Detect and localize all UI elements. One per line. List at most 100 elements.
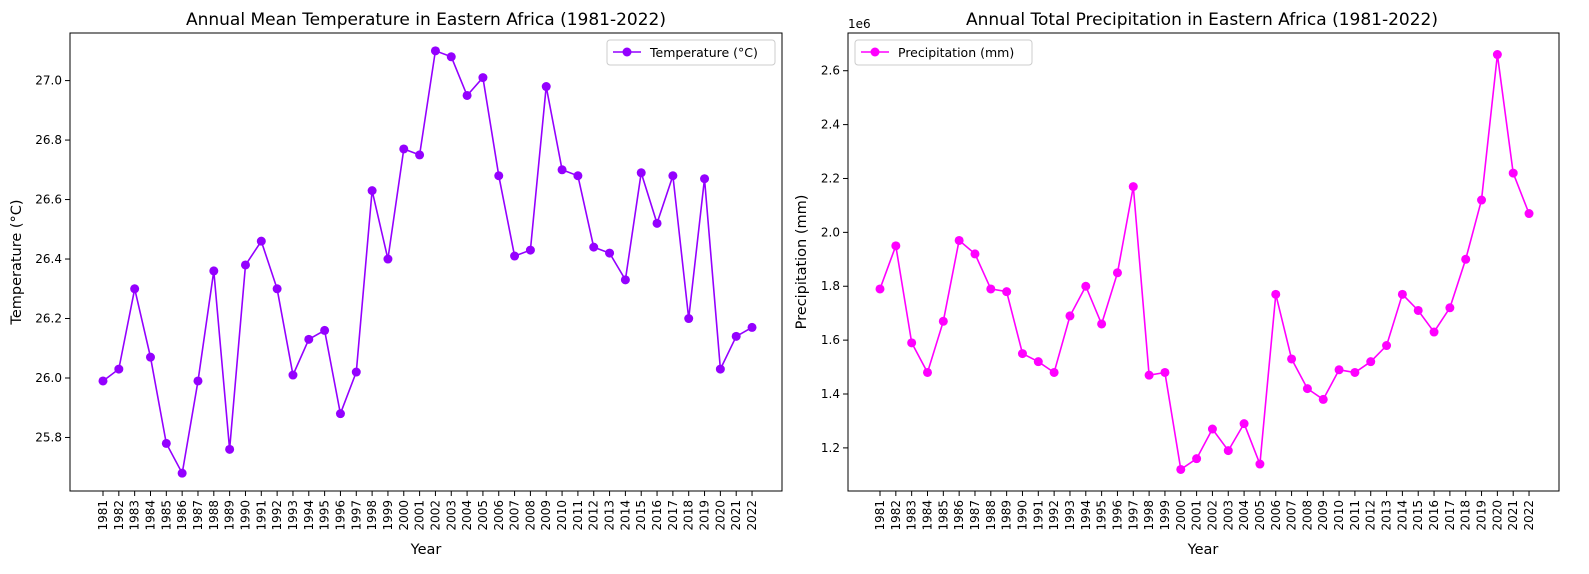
data-point	[525, 245, 535, 255]
data-point	[446, 52, 456, 62]
y-tick-label: 26.0	[35, 371, 62, 385]
data-point	[1112, 268, 1122, 278]
legend-marker	[870, 47, 880, 57]
data-point	[399, 144, 409, 154]
data-point	[272, 284, 282, 294]
data-point	[1049, 367, 1059, 377]
x-tick-label: 1991	[1031, 500, 1045, 531]
data-point	[875, 284, 885, 294]
data-point	[605, 248, 615, 258]
x-tick-label: 1995	[318, 500, 332, 531]
x-tick-label: 2015	[634, 500, 648, 531]
chart-title: Annual Total Precipitation in Eastern Af…	[966, 10, 1438, 30]
x-tick-label: 2019	[698, 500, 712, 531]
y-tick-label: 27.0	[35, 74, 62, 88]
data-point	[114, 364, 124, 374]
data-point	[1033, 357, 1043, 367]
x-tick-label: 2003	[444, 500, 458, 531]
data-point	[415, 150, 425, 160]
data-point	[240, 260, 250, 270]
data-point	[1524, 209, 1534, 219]
x-tick-label: 2016	[650, 500, 664, 531]
x-tick-label: 1993	[1063, 500, 1077, 531]
data-point	[1508, 168, 1518, 178]
y-tick-label: 26.2	[35, 312, 62, 326]
x-tick-label: 2005	[1253, 500, 1267, 531]
data-point	[636, 168, 646, 178]
x-tick-label: 2002	[428, 500, 442, 531]
temperature-chart: Annual Mean Temperature in Eastern Afric…	[9, 10, 783, 558]
data-point	[541, 82, 551, 92]
data-point	[430, 46, 440, 56]
legend-marker	[622, 47, 632, 57]
x-tick-label: 2004	[460, 500, 474, 531]
x-tick-label: 1984	[920, 500, 934, 531]
series-line	[102, 49, 753, 476]
legend-box	[854, 39, 1033, 66]
x-tick-label: 1983	[128, 500, 142, 531]
data-point	[130, 284, 140, 294]
x-axis: 1981 1982 1983 1984 1985 1986 1987 1988 1989 1990…	[96, 491, 759, 531]
series-layer	[875, 50, 1534, 474]
data-point	[589, 242, 599, 252]
data-point	[1239, 419, 1249, 429]
data-point	[225, 444, 235, 454]
x-tick-label: 1987	[191, 500, 205, 531]
y-axis-label: Precipitation (mm)	[794, 195, 810, 330]
data-point	[1017, 349, 1027, 359]
x-tick-label: 1989	[1000, 500, 1014, 531]
data-point	[1477, 195, 1487, 205]
data-point	[1081, 281, 1091, 291]
x-tick-label: 2011	[571, 500, 585, 531]
x-tick-label: 2021	[729, 500, 743, 531]
data-point	[1366, 357, 1376, 367]
x-tick-label: 1995	[1095, 500, 1109, 531]
y-axis-offset-label: 1e6	[848, 17, 871, 31]
data-point	[1128, 182, 1138, 192]
data-point	[161, 438, 171, 448]
x-tick-label: 2000	[1174, 500, 1188, 531]
x-tick-label: 1994	[302, 500, 316, 531]
x-tick-label: 2014	[618, 500, 632, 531]
x-tick-label: 1990	[1015, 500, 1029, 531]
y-tick-label: 2.4	[821, 118, 840, 132]
x-tick-label: 1986	[952, 500, 966, 531]
x-tick-label: 1981	[873, 500, 887, 531]
data-point	[747, 322, 757, 332]
y-tick-label: 2.0	[821, 225, 840, 239]
data-point	[1287, 354, 1297, 364]
x-tick-label: 1993	[286, 500, 300, 531]
chart-title: Annual Mean Temperature in Eastern Afric…	[186, 10, 666, 30]
legend-label: Precipitation (mm)	[898, 45, 1014, 60]
x-tick-label: 2022	[1522, 500, 1536, 531]
x-tick-label: 2012	[587, 500, 601, 531]
x-tick-label: 2000	[397, 500, 411, 531]
x-tick-label: 1996	[333, 500, 347, 531]
data-point	[177, 468, 187, 478]
x-axis-label: Year	[410, 542, 442, 558]
data-point	[573, 171, 583, 181]
data-point	[494, 171, 504, 181]
data-point	[1271, 289, 1281, 299]
x-axis: 1981 1982 1983 1984 1985 1986 1987 1988 1989 1990…	[873, 491, 1536, 531]
legend: Temperature (°C)	[606, 39, 776, 66]
y-tick-label: 2.6	[821, 64, 840, 78]
x-tick-label: 2019	[1475, 500, 1489, 531]
x-tick-label: 2001	[413, 500, 427, 531]
x-tick-label: 2020	[713, 500, 727, 531]
x-tick-label: 2017	[1443, 500, 1457, 531]
x-tick-label: 1985	[936, 500, 950, 531]
data-point	[462, 90, 472, 100]
data-point	[1192, 454, 1202, 464]
data-point	[1097, 319, 1107, 329]
x-tick-label: 1988	[984, 500, 998, 531]
series-layer	[98, 46, 757, 478]
data-point	[731, 331, 741, 341]
data-point	[1318, 394, 1328, 404]
data-point	[668, 171, 678, 181]
data-point	[1207, 424, 1217, 434]
plot-area	[847, 32, 1560, 492]
legend-box	[606, 39, 776, 66]
y-tick-label: 26.6	[35, 193, 62, 207]
x-tick-label: 2020	[1490, 500, 1504, 531]
